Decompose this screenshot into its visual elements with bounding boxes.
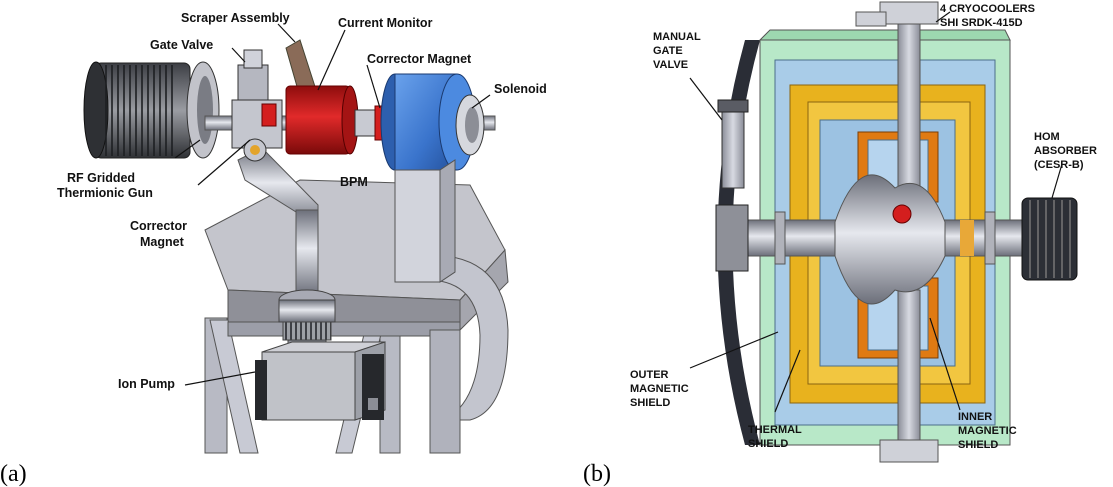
label-cryo-line2: SHI SRDK-415D bbox=[940, 17, 1023, 29]
label-bpm: BPM bbox=[340, 175, 368, 189]
current-monitor bbox=[285, 85, 351, 155]
ion-pump-body bbox=[261, 351, 356, 421]
panel-a-labels: Scraper Assembly Gate Valve Current Moni… bbox=[57, 11, 547, 391]
rf-gun-flange-inner bbox=[197, 76, 213, 144]
cryocooler-head bbox=[879, 1, 939, 25]
panel-a-tag: (a) bbox=[0, 461, 27, 487]
label-thermal-shield-line1: THERMAL bbox=[748, 424, 802, 436]
panel-a-drawing bbox=[83, 39, 509, 454]
ion-pump-magnet-left bbox=[255, 360, 267, 420]
frame-ring bbox=[429, 254, 509, 421]
label-rf-gun-line1: RF Gridded bbox=[67, 171, 135, 185]
label-hom-line2: ABSORBER bbox=[1034, 145, 1097, 157]
label-inner-shield-line2: MAGNETIC bbox=[958, 425, 1017, 437]
rf-gun-endcap bbox=[83, 61, 109, 159]
label-solenoid: Solenoid bbox=[494, 82, 547, 96]
panel-b-leaders bbox=[689, 11, 1063, 413]
frame-post bbox=[429, 329, 461, 454]
label-outer-shield-line2: MAGNETIC bbox=[630, 383, 689, 395]
label-hom-line1: HOM bbox=[1034, 131, 1060, 143]
cavity-probe bbox=[892, 204, 912, 224]
ion-pump-connector bbox=[368, 398, 378, 410]
srf-cavity-cell bbox=[834, 174, 946, 305]
hom-absorber bbox=[1021, 197, 1078, 281]
panel-b-drawing bbox=[715, 1, 1078, 463]
panel-b-labels: MANUAL GATE VALVE 4 CRYOCOOLERS SHI SRDK… bbox=[630, 3, 1097, 451]
gate-valve-actuator bbox=[243, 49, 263, 69]
vertical-pipe bbox=[295, 209, 319, 296]
label-outer-shield-line3: SHIELD bbox=[630, 397, 670, 409]
solenoid-pedestal-side bbox=[439, 159, 456, 283]
panel-a-leaders bbox=[174, 23, 491, 386]
left-beam-flange bbox=[715, 204, 749, 272]
label-current-monitor: Current Monitor bbox=[338, 16, 433, 30]
cross-viewport-core bbox=[250, 145, 260, 155]
label-inner-shield-line3: SHIELD bbox=[958, 439, 998, 451]
label-corrector-magnet-low-line1: Corrector bbox=[130, 219, 187, 233]
manual-gate-valve-knob bbox=[717, 99, 749, 113]
cryocooler-side-tube bbox=[855, 11, 887, 27]
label-manual-line3: VALVE bbox=[653, 59, 688, 71]
gate-valve-body bbox=[237, 64, 269, 106]
beampipe-flange-right bbox=[984, 211, 996, 265]
label-corrector-magnet-top: Corrector Magnet bbox=[367, 52, 472, 66]
pump-flange-body bbox=[278, 299, 336, 323]
rf-gun-fins bbox=[105, 65, 173, 156]
frame-beam bbox=[227, 321, 461, 337]
label-ion-pump: Ion Pump bbox=[118, 377, 175, 391]
label-rf-gun-line2: Thermionic Gun bbox=[57, 186, 153, 200]
frame-brace-left bbox=[209, 319, 259, 454]
panel-b-tag: (b) bbox=[583, 461, 611, 487]
corrector-red-left bbox=[261, 103, 277, 127]
label-manual-line2: GATE bbox=[653, 45, 683, 57]
cryocooler-port-lower bbox=[897, 289, 921, 451]
label-thermal-shield-line2: SHIELD bbox=[748, 438, 788, 450]
label-gate-valve: Gate Valve bbox=[150, 38, 213, 52]
manual-gate-valve bbox=[721, 107, 745, 189]
cryocooler-bottom-head bbox=[879, 439, 939, 463]
label-cryo-line1: 4 CRYOCOOLERS bbox=[940, 3, 1035, 15]
label-outer-shield-line1: OUTER bbox=[630, 369, 669, 381]
pump-bellows bbox=[282, 321, 332, 341]
ion-pump-magnet-right bbox=[362, 354, 384, 420]
label-inner-shield-line1: INNER bbox=[958, 411, 992, 423]
hom-absorber-fins bbox=[1029, 200, 1071, 278]
label-hom-line3: (CESR-B) bbox=[1034, 159, 1084, 171]
cryocooler-port-upper bbox=[897, 17, 921, 189]
beampipe-band-orange bbox=[960, 220, 974, 256]
solenoid-bore bbox=[465, 107, 479, 143]
label-scraper-assembly: Scraper Assembly bbox=[181, 11, 290, 25]
label-corrector-magnet-low-line2: Magnet bbox=[140, 235, 185, 249]
label-manual-line1: MANUAL bbox=[653, 31, 701, 43]
vessel-top-face bbox=[758, 29, 1011, 41]
beampipe-flange-left bbox=[774, 211, 786, 265]
